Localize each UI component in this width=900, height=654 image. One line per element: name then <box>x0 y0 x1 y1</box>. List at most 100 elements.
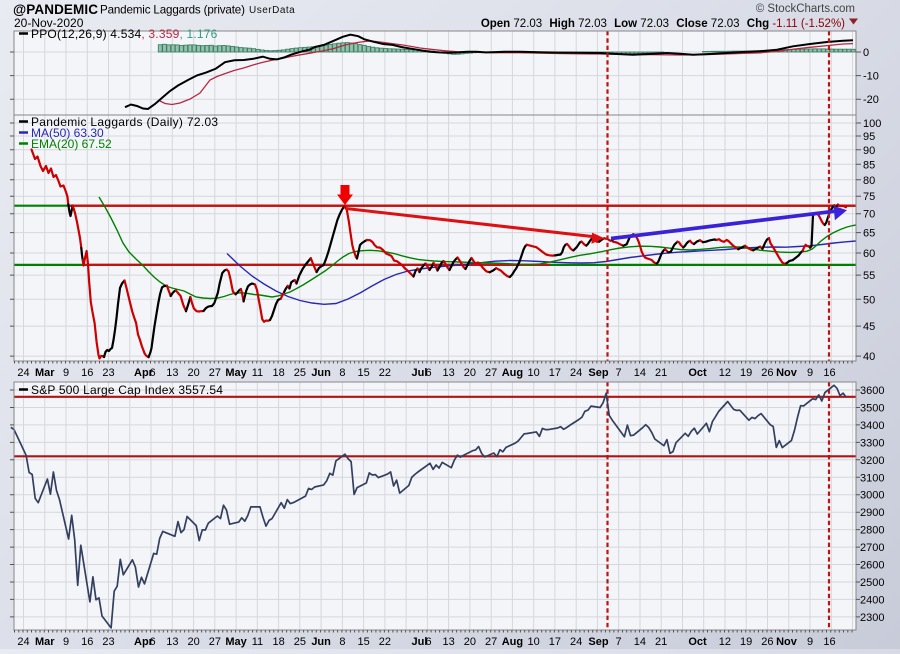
svg-text:3400: 3400 <box>860 420 884 432</box>
svg-text:3500: 3500 <box>860 403 884 415</box>
svg-text:15: 15 <box>357 636 369 648</box>
svg-text:2900: 2900 <box>860 507 884 519</box>
svg-text:21: 21 <box>655 367 667 379</box>
svg-text:-10: -10 <box>863 71 879 83</box>
svg-text:14: 14 <box>634 367 646 379</box>
svg-text:27: 27 <box>485 367 497 379</box>
svg-text:14: 14 <box>634 636 646 648</box>
svg-text:22: 22 <box>379 367 391 379</box>
svg-text:25: 25 <box>294 636 306 648</box>
svg-text:13: 13 <box>442 636 454 648</box>
svg-text:15: 15 <box>357 367 369 379</box>
svg-text:2600: 2600 <box>860 560 884 572</box>
svg-text:45: 45 <box>863 321 875 333</box>
svg-text:6: 6 <box>425 367 431 379</box>
svg-text:16: 16 <box>823 636 835 648</box>
svg-text:-20: -20 <box>863 94 879 106</box>
svg-text:3600: 3600 <box>860 385 884 397</box>
svg-text:16: 16 <box>81 367 93 379</box>
svg-text:85: 85 <box>863 159 875 171</box>
svg-text:Nov: Nov <box>776 367 798 379</box>
svg-text:19: 19 <box>740 636 752 648</box>
svg-text:2700: 2700 <box>860 542 884 554</box>
svg-text:19: 19 <box>740 367 752 379</box>
svg-text:24: 24 <box>17 636 29 648</box>
svg-text:13: 13 <box>166 636 178 648</box>
svg-text:2800: 2800 <box>860 525 884 537</box>
svg-text:23: 23 <box>102 367 114 379</box>
svg-text:6: 6 <box>425 636 431 648</box>
svg-text:0: 0 <box>863 47 869 59</box>
svg-text:2400: 2400 <box>860 594 884 606</box>
svg-text:Nov: Nov <box>776 636 798 648</box>
svg-text:8: 8 <box>339 367 345 379</box>
svg-text:17: 17 <box>549 367 561 379</box>
svg-text:7: 7 <box>616 636 622 648</box>
svg-text:9: 9 <box>807 367 813 379</box>
svg-text:24: 24 <box>570 636 582 648</box>
svg-text:80: 80 <box>863 175 875 187</box>
svg-text:11: 11 <box>252 636 263 648</box>
svg-text:10: 10 <box>527 367 539 379</box>
svg-text:17: 17 <box>549 636 561 648</box>
svg-text:3000: 3000 <box>860 490 884 502</box>
svg-text:UserData: UserData <box>249 5 295 16</box>
svg-text:27: 27 <box>209 636 221 648</box>
svg-text:20: 20 <box>187 636 199 648</box>
svg-text:EMA(20) 67.52: EMA(20) 67.52 <box>31 137 112 151</box>
svg-text:9: 9 <box>63 636 69 648</box>
svg-text:3300: 3300 <box>860 437 884 449</box>
svg-text:Sep: Sep <box>588 367 608 379</box>
svg-text:24: 24 <box>17 367 29 379</box>
svg-text:2300: 2300 <box>860 612 884 624</box>
svg-text:55: 55 <box>863 270 875 282</box>
svg-text:26: 26 <box>761 367 773 379</box>
svg-text:2500: 2500 <box>860 577 884 589</box>
svg-text:13: 13 <box>442 367 454 379</box>
svg-text:9: 9 <box>63 367 69 379</box>
svg-text:27: 27 <box>485 636 497 648</box>
svg-text:26: 26 <box>761 636 773 648</box>
svg-text:Aug: Aug <box>502 636 523 648</box>
svg-text:PPO(12,26,9) 4.534, 3.359, 1.1: PPO(12,26,9) 4.534, 3.359, 1.176 <box>31 27 218 41</box>
svg-text:13: 13 <box>166 367 178 379</box>
svg-text:50: 50 <box>863 294 875 306</box>
svg-text:21: 21 <box>655 636 667 648</box>
svg-text:11: 11 <box>252 367 263 379</box>
svg-text:90: 90 <box>863 145 875 157</box>
svg-text:20: 20 <box>464 367 476 379</box>
svg-text:Oct: Oct <box>688 367 707 379</box>
svg-text:16: 16 <box>81 636 93 648</box>
svg-text:12: 12 <box>719 636 731 648</box>
svg-text:70: 70 <box>863 209 875 221</box>
svg-text:10: 10 <box>527 636 539 648</box>
svg-text:Open 72.03 High 72.03 Low 72.0: Open 72.03 High 72.03 Low 72.03 Close 72… <box>481 18 845 30</box>
svg-text:6: 6 <box>149 367 155 379</box>
svg-text:Mar: Mar <box>35 367 55 379</box>
svg-text:12: 12 <box>719 367 731 379</box>
svg-text:May: May <box>225 367 247 379</box>
svg-text:95: 95 <box>863 131 875 143</box>
svg-text:22: 22 <box>379 636 391 648</box>
svg-text:© StockCharts.com: © StockCharts.com <box>756 3 855 15</box>
svg-text:Mar: Mar <box>35 636 55 648</box>
svg-text:24: 24 <box>570 367 582 379</box>
svg-text:18: 18 <box>272 367 284 379</box>
svg-text:20: 20 <box>464 636 476 648</box>
svg-text:7: 7 <box>616 367 622 379</box>
svg-text:60: 60 <box>863 248 875 260</box>
svg-text:27: 27 <box>209 367 221 379</box>
svg-text:8: 8 <box>339 636 345 648</box>
svg-text:25: 25 <box>294 367 306 379</box>
svg-text:Oct: Oct <box>688 636 707 648</box>
svg-text:Jun: Jun <box>311 367 331 379</box>
svg-text:23: 23 <box>102 636 114 648</box>
svg-text:100: 100 <box>863 118 881 130</box>
svg-text:40: 40 <box>863 351 875 363</box>
svg-text:6: 6 <box>149 636 155 648</box>
svg-text:Sep: Sep <box>588 636 608 648</box>
svg-text:Jun: Jun <box>311 636 331 648</box>
svg-text:75: 75 <box>863 191 875 203</box>
svg-text:3200: 3200 <box>860 455 884 467</box>
svg-text:Pandemic Laggards (private): Pandemic Laggards (private) <box>100 4 245 17</box>
